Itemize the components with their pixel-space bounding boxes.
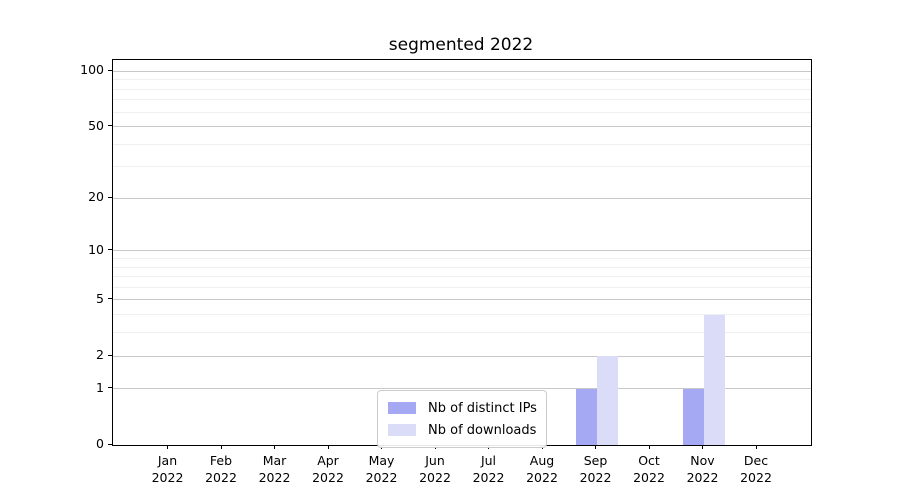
- legend-item-distinct-ips: Nb of distinct IPs: [388, 397, 537, 419]
- gridline-minor-60: [113, 111, 811, 113]
- gridline-minor-70: [113, 99, 811, 101]
- y-tick-mark-20: [108, 196, 112, 198]
- gridline-major-20: [113, 197, 811, 199]
- y-tick-mark-0: [108, 443, 112, 445]
- gridline-minor-3: [113, 332, 811, 334]
- gridline-minor-80: [113, 88, 811, 90]
- x-tick-mark-mar: [274, 445, 275, 449]
- legend-swatch-distinct-ips: [388, 402, 416, 414]
- x-tick-label-apr: Apr 2022: [312, 453, 344, 485]
- bar-downloads-sep-2022: [596, 356, 618, 445]
- x-tick-label-aug: Aug 2022: [526, 453, 558, 485]
- gridline-minor-7: [113, 276, 811, 278]
- x-tick-mark-nov: [702, 445, 703, 449]
- gridline-minor-40: [113, 143, 811, 145]
- gridline-major-5: [113, 299, 811, 301]
- x-tick-label-sep: Sep 2022: [579, 453, 612, 485]
- y-tick-label-100: 100: [80, 62, 104, 78]
- legend: Nb of distinct IPs Nb of downloads: [377, 390, 547, 448]
- x-tick-label-jan: Jan 2022: [151, 453, 184, 485]
- bar-distinct_ips-nov-2022: [682, 388, 704, 445]
- gridline-major-2: [113, 355, 811, 357]
- x-tick-mark-jan: [167, 445, 168, 449]
- x-tick-mark-feb: [220, 445, 222, 449]
- y-tick-label-50: 50: [88, 117, 104, 133]
- legend-label-distinct-ips: Nb of distinct IPs: [428, 400, 537, 416]
- gridline-minor-6: [113, 286, 811, 288]
- y-tick-label-2: 2: [96, 347, 104, 363]
- y-tick-mark-5: [108, 298, 112, 300]
- x-tick-mark-apr: [327, 445, 329, 449]
- x-tick-label-dec: Dec 2022: [740, 453, 772, 485]
- x-tick-label-nov: Nov 2022: [686, 453, 719, 485]
- plot-area: [112, 59, 812, 446]
- gridline-minor-90: [113, 79, 811, 81]
- bar-downloads-nov-2022: [703, 314, 725, 445]
- y-tick-label-0: 0: [96, 436, 104, 451]
- y-tick-mark-1: [108, 387, 112, 389]
- y-tick-label-1: 1: [96, 379, 104, 395]
- y-tick-mark-10: [108, 249, 112, 251]
- legend-label-downloads: Nb of downloads: [428, 422, 537, 438]
- gridline-major-10: [113, 250, 811, 252]
- y-tick-mark-50: [108, 125, 112, 127]
- bar-distinct_ips-sep-2022: [575, 388, 597, 445]
- x-tick-mark-sep: [595, 445, 596, 449]
- x-tick-mark-oct: [648, 445, 650, 449]
- x-tick-label-mar: Mar 2022: [258, 453, 291, 485]
- x-tick-label-may: May 2022: [365, 453, 398, 485]
- legend-item-downloads: Nb of downloads: [388, 419, 536, 441]
- x-tick-label-jun: Jun 2022: [419, 453, 451, 485]
- y-tick-label-10: 10: [88, 241, 104, 257]
- y-tick-mark-100: [108, 69, 112, 71]
- gridline-major-50: [113, 126, 811, 128]
- gridline-minor-8: [113, 266, 811, 268]
- gridline-major-1: [113, 388, 811, 390]
- x-tick-label-oct: Oct 2022: [633, 453, 665, 485]
- gridline-minor-4: [113, 314, 811, 316]
- x-tick-label-jul: Jul 2022: [472, 453, 505, 485]
- chart-title: segmented 2022: [388, 35, 534, 55]
- gridline-minor-30: [113, 166, 811, 168]
- legend-swatch-downloads: [388, 424, 416, 436]
- y-tick-label-5: 5: [96, 290, 104, 306]
- gridline-minor-9: [113, 258, 811, 259]
- x-tick-label-feb: Feb 2022: [205, 453, 237, 485]
- y-tick-mark-2: [108, 354, 112, 356]
- gridline-major-100: [113, 70, 811, 72]
- y-tick-label-20: 20: [88, 189, 104, 205]
- x-tick-mark-dec: [755, 445, 757, 449]
